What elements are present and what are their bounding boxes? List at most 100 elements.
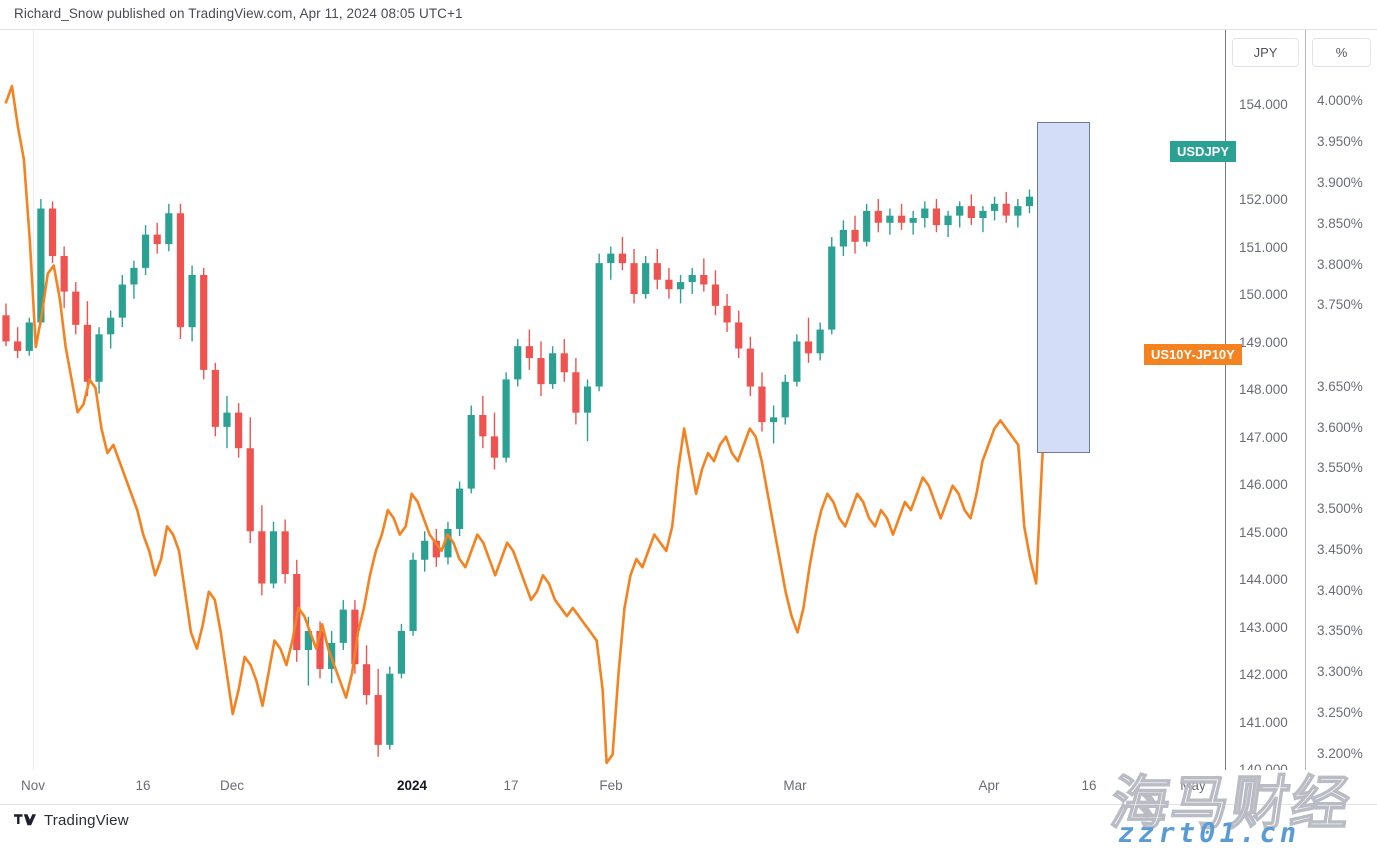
candle-body xyxy=(793,341,801,382)
candle-body xyxy=(990,203,999,211)
candle-body xyxy=(746,348,754,387)
candle-body xyxy=(863,210,871,242)
candle-body xyxy=(2,315,10,342)
attribution-text: Richard_Snow published on TradingView.co… xyxy=(14,6,463,21)
candle-body xyxy=(711,284,720,306)
time-axis-tick: Feb xyxy=(599,778,623,793)
candle-body xyxy=(502,379,510,458)
candle-body xyxy=(537,358,545,385)
price-tick-jpy: 151.000 xyxy=(1239,239,1288,255)
legend-us10y-jp10y[interactable]: US10Y-JP10Y xyxy=(1144,344,1242,365)
candle-body xyxy=(455,488,464,529)
candle-body xyxy=(107,317,115,335)
candle-body xyxy=(258,531,266,584)
footer-logo[interactable]: TradingView xyxy=(14,812,129,829)
candle-body xyxy=(72,291,80,325)
candle-body xyxy=(676,282,685,290)
candle-body xyxy=(421,540,429,560)
candle-body xyxy=(723,305,731,323)
time-axis-tick: Apr xyxy=(978,778,1000,793)
candle-body xyxy=(897,215,906,223)
price-tick-jpy: 143.000 xyxy=(1239,619,1288,635)
candle-body xyxy=(653,263,661,280)
legend-usdjpy[interactable]: USDJPY xyxy=(1170,141,1237,162)
candle-body xyxy=(281,531,289,575)
price-tick-percent: 3.400% xyxy=(1317,582,1363,598)
candle-body xyxy=(188,274,196,328)
candle-body xyxy=(60,256,68,292)
price-tick-percent: 4.000% xyxy=(1317,93,1363,109)
time-axis-tick: Dec xyxy=(219,778,245,793)
price-tick-percent: 3.200% xyxy=(1317,745,1363,761)
price-tick-jpy: 154.000 xyxy=(1239,97,1288,113)
candle-body xyxy=(700,274,708,285)
time-axis[interactable]: Nov 16 Dec 2024 17 Feb Mar Apr 16 May xyxy=(0,770,1377,805)
price-scale-jpy[interactable]: JPY 154.000 152.000 151.000 150.000 149.000 1… xyxy=(1225,30,1305,777)
candle-body xyxy=(25,322,33,351)
candle-body xyxy=(83,324,92,382)
candle-body xyxy=(781,381,789,418)
price-tick-percent: 3.300% xyxy=(1317,664,1363,680)
candle-body xyxy=(932,208,941,226)
tradingview-brand-name: TradingView xyxy=(44,812,129,829)
price-scale-jpy-header: JPY xyxy=(1232,38,1299,67)
candle-body xyxy=(444,528,452,558)
candle-body xyxy=(967,206,975,219)
price-tick-percent: 3.850% xyxy=(1317,215,1363,231)
candle-body xyxy=(618,253,627,264)
candle-body xyxy=(595,263,603,387)
candle-body xyxy=(200,274,208,370)
price-tick-percent: 3.950% xyxy=(1317,134,1363,150)
candle-body xyxy=(490,436,499,458)
candle-body xyxy=(1002,203,1010,216)
candle-body xyxy=(386,673,394,745)
price-scale-percent-header: % xyxy=(1312,38,1371,67)
price-tick-percent: 3.800% xyxy=(1317,256,1363,272)
price-tick-jpy: 148.000 xyxy=(1239,382,1288,398)
chart-frame: JPY 154.000 152.000 151.000 150.000 149.000 1… xyxy=(0,29,1377,777)
candle-body xyxy=(246,448,254,532)
watermark-url: zzrt01.cn xyxy=(1115,818,1304,849)
candle-body xyxy=(467,415,475,489)
time-axis-tick: 16 xyxy=(135,778,151,793)
candle-body xyxy=(1014,206,1022,216)
candle-body xyxy=(165,213,173,245)
candle-body xyxy=(37,208,45,323)
candle-body xyxy=(607,253,615,264)
candle-body xyxy=(374,695,382,745)
candle-body xyxy=(339,609,347,643)
price-tick-jpy: 146.000 xyxy=(1239,477,1288,493)
price-tick-percent: 3.250% xyxy=(1317,704,1363,720)
candle-body xyxy=(176,213,185,328)
price-tick-percent: 3.750% xyxy=(1317,297,1363,313)
candle-body xyxy=(397,630,406,674)
candle-body xyxy=(560,353,568,373)
price-tick-percent: 3.550% xyxy=(1317,460,1363,476)
candlestick-series xyxy=(2,125,1080,757)
candle-body xyxy=(851,229,859,242)
time-axis-tick: 2024 xyxy=(396,778,428,793)
price-tick-percent: 3.650% xyxy=(1317,378,1363,394)
candle-body xyxy=(944,215,952,226)
candle-body xyxy=(583,386,592,413)
candle-body xyxy=(409,559,417,631)
price-tick-percent: 3.600% xyxy=(1317,419,1363,435)
candle-body xyxy=(758,386,766,423)
candle-body xyxy=(921,208,929,219)
plot-left-rule xyxy=(33,30,34,771)
candle-body xyxy=(141,234,150,268)
candle-body xyxy=(956,206,964,216)
chart-plot-area[interactable] xyxy=(0,30,1225,771)
price-scale-percent[interactable]: % 4.000% 3.950% 3.900% 3.850% 3.800% 3.750% 3.… xyxy=(1305,30,1377,771)
candle-body xyxy=(223,412,231,427)
candle-body xyxy=(235,412,243,449)
time-axis-tick: Mar xyxy=(783,778,807,793)
candle-body xyxy=(153,234,161,245)
candle-body xyxy=(688,274,696,283)
candle-body xyxy=(118,284,126,318)
tradingview-logo-icon xyxy=(14,813,36,825)
candle-body xyxy=(979,210,987,219)
time-axis-tick: May xyxy=(1180,778,1206,793)
candle-body xyxy=(362,664,371,696)
highlight-selection-box[interactable] xyxy=(1037,122,1090,453)
